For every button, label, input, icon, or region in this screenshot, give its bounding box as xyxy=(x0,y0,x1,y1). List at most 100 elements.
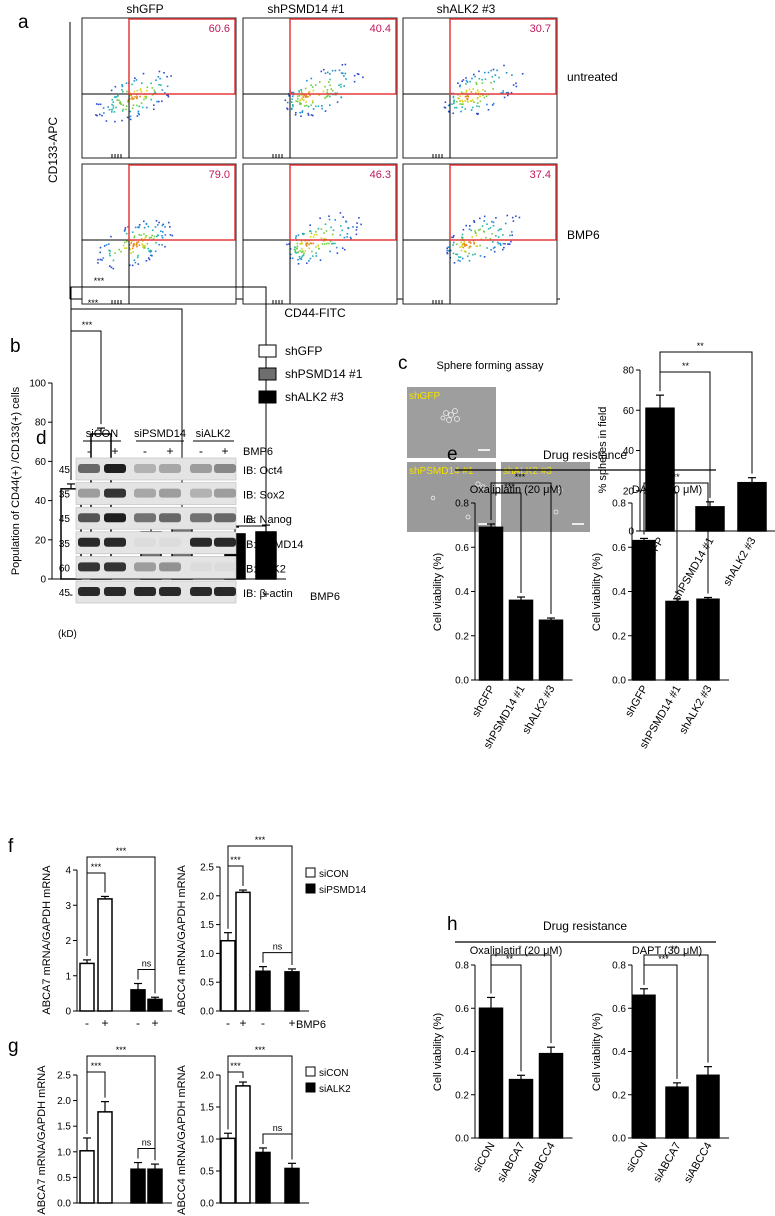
h1-sig-label: * xyxy=(518,944,522,954)
c-sig-bracket xyxy=(659,351,753,474)
g2-y-label: ABCC4 mRNA/GAPDH mRNA xyxy=(176,1064,188,1214)
flow-event xyxy=(468,241,470,243)
flow-event xyxy=(166,94,168,96)
flow-event xyxy=(327,71,329,74)
flow-event xyxy=(117,95,119,97)
western-lane-sign: - xyxy=(87,444,91,458)
western-band xyxy=(159,587,181,596)
f2-x-sign: - xyxy=(261,1016,265,1030)
sphere-dot xyxy=(452,408,458,414)
flow-event xyxy=(349,236,352,239)
flow-event xyxy=(471,77,473,80)
c-x-label: shPSMD14 #1 xyxy=(671,536,717,603)
flow-event xyxy=(134,261,137,264)
f1-bar xyxy=(97,898,113,1012)
flow-event xyxy=(300,242,303,245)
h2-sig-label: ** xyxy=(671,944,679,954)
flow-event xyxy=(145,260,148,262)
flow-plot-frame xyxy=(81,17,237,159)
flow-event xyxy=(301,255,304,257)
flow-event xyxy=(309,235,312,238)
flow-event xyxy=(310,232,313,235)
flow-event xyxy=(141,243,144,246)
flow-event xyxy=(301,111,303,114)
flow-event xyxy=(473,243,475,245)
flow-event xyxy=(121,110,124,112)
h1-y-tick-label: 0.2 xyxy=(455,1090,469,1101)
g2-sig-label: ns xyxy=(273,1123,283,1133)
flow-event xyxy=(157,76,160,78)
flow-event xyxy=(309,230,312,232)
flow-event xyxy=(357,73,360,76)
flow-event xyxy=(133,242,135,245)
f1-y-tick-label: 0 xyxy=(65,1007,71,1018)
e2-y-tick-label: 0.8 xyxy=(612,499,626,510)
flow-event xyxy=(461,99,463,102)
flow-event xyxy=(459,84,461,87)
flow-event xyxy=(483,215,486,218)
f2-sig-label: ns xyxy=(273,942,283,952)
flow-event xyxy=(491,233,493,235)
flow-event xyxy=(95,114,97,116)
flow-event xyxy=(171,234,174,237)
flow-event xyxy=(512,220,515,222)
flow-event xyxy=(311,100,314,102)
flow-event xyxy=(326,89,329,91)
flow-event xyxy=(311,86,314,88)
flow-event xyxy=(126,99,129,102)
g1-bar xyxy=(97,1111,113,1204)
flow-event xyxy=(139,95,141,98)
f2-x-group-label: BMP6 xyxy=(296,1019,326,1031)
flow-event xyxy=(472,106,474,109)
flow-event xyxy=(114,85,117,88)
h1-y-tick-label: 0.8 xyxy=(455,961,469,972)
e1-sig-label: *** xyxy=(515,472,526,482)
flow-event xyxy=(148,237,151,239)
flow-event xyxy=(138,113,140,116)
e2-bar xyxy=(696,598,720,681)
flow-event xyxy=(473,242,475,244)
flow-event xyxy=(125,82,128,84)
flow-event xyxy=(507,91,509,94)
flow-event xyxy=(323,237,325,240)
flow-event xyxy=(133,90,136,93)
flow-event xyxy=(292,105,294,108)
flow-event xyxy=(161,224,164,227)
flow-event xyxy=(461,80,463,83)
flow-event xyxy=(129,115,132,118)
flow-event xyxy=(346,236,348,238)
c-y-tick-label: 60 xyxy=(623,406,635,417)
flow-event xyxy=(130,240,133,243)
flow-event xyxy=(298,90,300,92)
g1-sig-bracket xyxy=(86,1055,156,1161)
flow-event xyxy=(301,247,303,250)
e2-y-label: Cell viability (%) xyxy=(591,553,603,631)
western-ib-label: IB: Nanog xyxy=(243,514,292,526)
flow-event xyxy=(355,233,358,236)
flow-plot-frame xyxy=(242,17,398,159)
flow-event xyxy=(503,64,505,67)
flow-event xyxy=(307,105,310,108)
flow-plot-frame xyxy=(402,17,558,159)
flow-xlabel: CD44-FITC xyxy=(284,306,346,320)
h2-sig-bracket xyxy=(643,954,709,1063)
flow-event xyxy=(128,244,131,246)
flow-event xyxy=(476,245,479,248)
western-band xyxy=(134,587,156,596)
flow-event xyxy=(309,224,311,226)
flow-event xyxy=(502,90,504,92)
flow-event xyxy=(469,225,471,227)
e1-y-tick-label: 0.2 xyxy=(455,631,469,642)
flow-event xyxy=(323,243,326,245)
flow-event xyxy=(303,94,305,97)
flow-gate xyxy=(128,164,236,241)
flow-event xyxy=(136,245,138,248)
flow-event xyxy=(134,96,136,98)
flow-event xyxy=(146,106,148,109)
western-header: siCON siPSMD14 siALK2 BMP6 xyxy=(83,428,273,458)
flow-plots: 60.6 40.4 30.7 79.0 46.3 37.4 xyxy=(81,17,558,305)
flow-event xyxy=(328,215,330,217)
flow-event xyxy=(331,89,334,92)
flow-event xyxy=(360,223,362,226)
